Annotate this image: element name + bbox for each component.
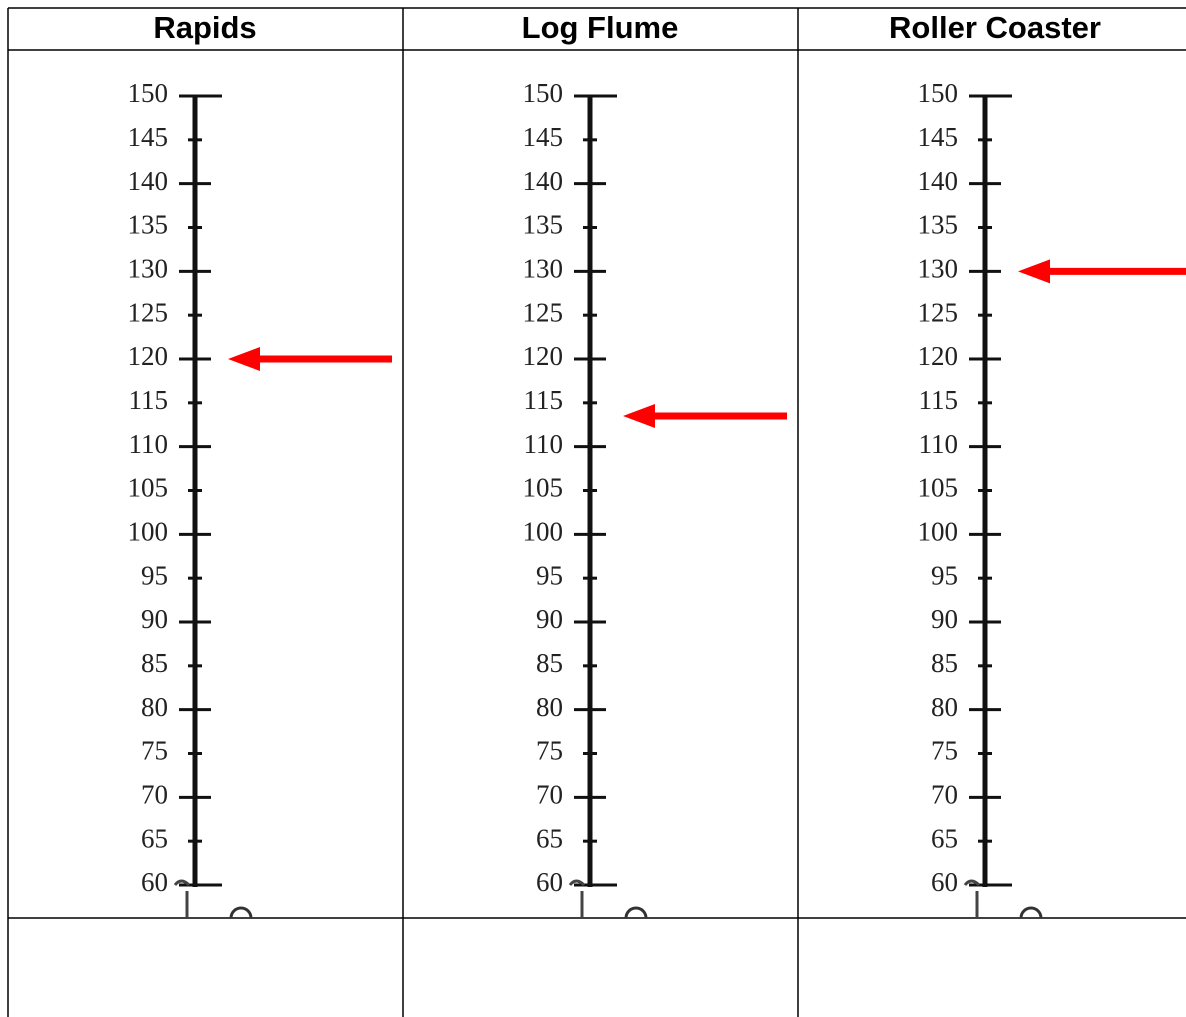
ruler-label: 70 [141, 780, 168, 810]
ruler-label: 135 [128, 210, 169, 240]
figure-decoration [624, 906, 648, 919]
ruler-label: 125 [523, 297, 564, 327]
ruler-label: 95 [536, 560, 563, 590]
ruler-label: 95 [931, 560, 958, 590]
ruler-label: 60 [536, 867, 563, 897]
height-arrow [623, 403, 787, 428]
height-arrow [228, 347, 392, 371]
height-arrow [1018, 259, 1186, 284]
ruler-label: 150 [128, 78, 169, 108]
ruler-label: 130 [918, 254, 959, 284]
ruler-label: 105 [523, 473, 564, 503]
ruler-label: 145 [128, 122, 169, 152]
ruler-label: 80 [931, 692, 958, 722]
ruler-label: 110 [524, 429, 564, 459]
ruler-label: 75 [931, 736, 958, 766]
ruler-label: 80 [536, 692, 563, 722]
ruler-label: 140 [128, 166, 169, 196]
ruler-label: 150 [523, 78, 564, 108]
ruler-label: 145 [918, 122, 959, 152]
ruler-label: 75 [141, 736, 168, 766]
ruler-label: 80 [141, 692, 168, 722]
figure-decoration [173, 879, 191, 917]
figure-decoration [568, 879, 586, 917]
ruler-label: 85 [141, 648, 168, 678]
ruler-label: 105 [128, 473, 169, 503]
column-header: Log Flume [522, 10, 679, 45]
column-header: Roller Coaster [889, 10, 1101, 45]
figure-decoration [229, 906, 253, 919]
ruler-label: 115 [524, 385, 564, 415]
ruler-label: 70 [931, 780, 958, 810]
ruler-label: 100 [918, 517, 959, 547]
table-borders [7, 7, 1186, 1017]
ruler-label: 90 [931, 604, 958, 634]
ruler-label: 110 [919, 429, 959, 459]
ruler-label: 65 [141, 823, 168, 853]
ruler-label: 130 [128, 254, 169, 284]
ruler-label: 60 [931, 867, 958, 897]
ruler-label: 150 [918, 78, 959, 108]
ruler-label: 125 [918, 297, 959, 327]
ruler-label: 135 [918, 210, 959, 240]
ruler-label: 65 [931, 823, 958, 853]
ruler-label: 115 [129, 385, 169, 415]
figure-decoration [1019, 906, 1043, 919]
ruler-label: 95 [141, 560, 168, 590]
ruler-label: 105 [918, 473, 959, 503]
figure-decoration [963, 879, 981, 917]
ruler-label: 110 [129, 429, 169, 459]
ruler-label: 75 [536, 736, 563, 766]
ruler-label: 90 [536, 604, 563, 634]
ruler-label: 85 [536, 648, 563, 678]
ruler-label: 130 [523, 254, 564, 284]
ruler-label: 120 [523, 341, 564, 371]
ruler-label: 100 [523, 517, 564, 547]
ruler-label: 85 [931, 648, 958, 678]
ruler-label: 145 [523, 122, 564, 152]
ruler-label: 120 [918, 341, 959, 371]
ruler-label: 100 [128, 517, 169, 547]
ruler-label: 135 [523, 210, 564, 240]
ruler-label: 140 [523, 166, 564, 196]
ruler-label: 90 [141, 604, 168, 634]
ruler-label: 70 [536, 780, 563, 810]
ruler-label: 120 [128, 341, 169, 371]
ruler-label: 65 [536, 823, 563, 853]
ruler-label: 125 [128, 297, 169, 327]
ruler-label: 115 [919, 385, 959, 415]
ruler-label: 60 [141, 867, 168, 897]
column-header: Rapids [153, 10, 256, 45]
ruler-label: 140 [918, 166, 959, 196]
